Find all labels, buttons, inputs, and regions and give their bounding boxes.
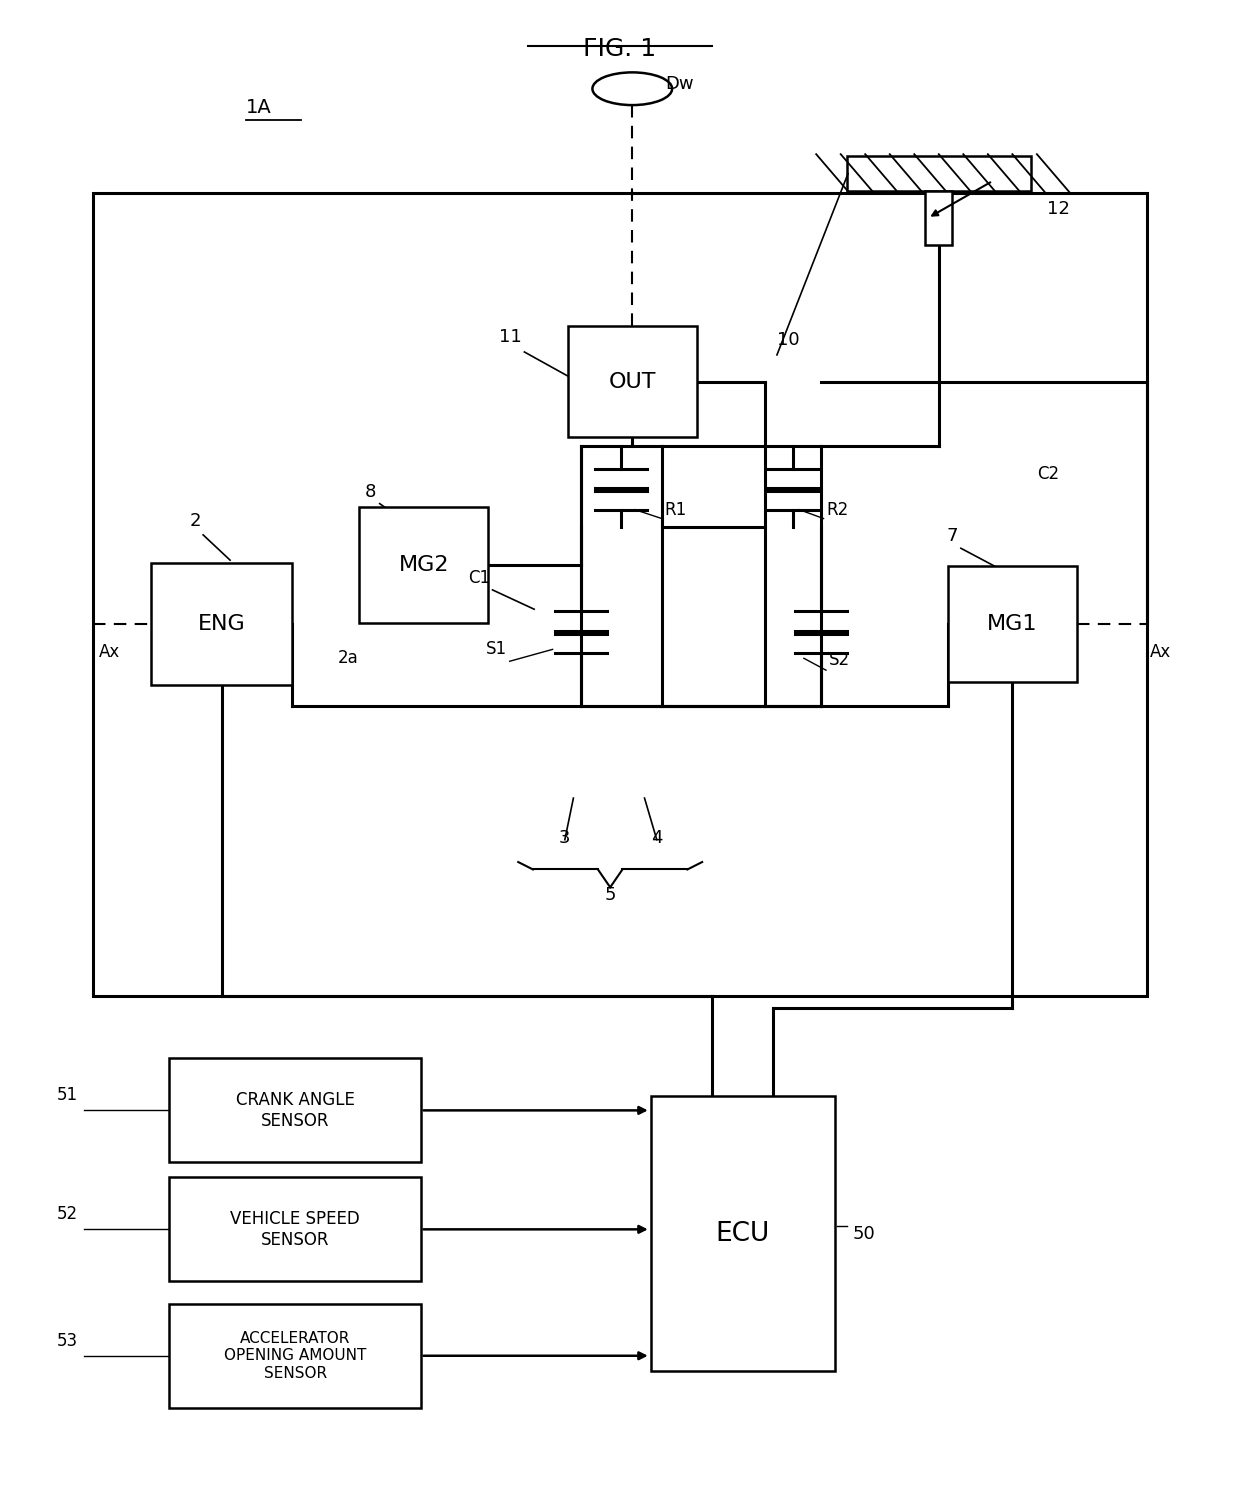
Text: ACCELERATOR
OPENING AMOUNT
SENSOR: ACCELERATOR OPENING AMOUNT SENSOR <box>224 1331 366 1381</box>
FancyBboxPatch shape <box>170 1177 420 1282</box>
Text: S1: S1 <box>486 641 507 659</box>
Text: CRANK ANGLE
SENSOR: CRANK ANGLE SENSOR <box>236 1091 355 1130</box>
Text: VEHICLE SPEED
SENSOR: VEHICLE SPEED SENSOR <box>231 1210 360 1249</box>
Text: 4: 4 <box>651 829 662 847</box>
Text: R1: R1 <box>665 500 687 518</box>
Text: OUT: OUT <box>609 372 656 392</box>
Text: 7: 7 <box>947 527 959 545</box>
Text: 3: 3 <box>559 829 570 847</box>
Text: ECU: ECU <box>715 1220 770 1247</box>
Text: Dw: Dw <box>666 75 694 93</box>
FancyBboxPatch shape <box>360 507 489 623</box>
Text: MG1: MG1 <box>987 614 1038 633</box>
Text: 1A: 1A <box>246 98 272 117</box>
Text: 52: 52 <box>56 1205 77 1223</box>
FancyBboxPatch shape <box>949 566 1076 681</box>
Text: 12: 12 <box>1047 200 1070 218</box>
FancyBboxPatch shape <box>151 563 291 684</box>
Text: Ax: Ax <box>99 644 120 662</box>
Text: ENG: ENG <box>197 614 246 633</box>
Text: MG2: MG2 <box>398 554 449 575</box>
Text: R2: R2 <box>826 500 848 518</box>
Text: 51: 51 <box>56 1087 77 1105</box>
Text: 2: 2 <box>190 512 201 530</box>
Text: 10: 10 <box>777 332 800 348</box>
Text: C1: C1 <box>467 569 490 587</box>
FancyBboxPatch shape <box>651 1096 835 1372</box>
Text: C2: C2 <box>1037 465 1059 483</box>
FancyBboxPatch shape <box>170 1058 420 1162</box>
Text: 8: 8 <box>365 483 377 501</box>
Text: FIG. 1: FIG. 1 <box>584 36 656 60</box>
Text: 53: 53 <box>56 1331 77 1349</box>
Text: 5: 5 <box>604 886 616 904</box>
Text: 11: 11 <box>500 329 522 347</box>
Text: Ax: Ax <box>1149 644 1171 662</box>
FancyBboxPatch shape <box>93 192 1147 995</box>
FancyBboxPatch shape <box>568 326 697 437</box>
FancyBboxPatch shape <box>925 191 952 245</box>
Text: 2a: 2a <box>339 650 358 668</box>
FancyBboxPatch shape <box>847 156 1030 191</box>
Text: S2: S2 <box>828 651 849 669</box>
Ellipse shape <box>593 72 672 105</box>
FancyBboxPatch shape <box>170 1304 420 1408</box>
Text: 50: 50 <box>853 1225 875 1243</box>
